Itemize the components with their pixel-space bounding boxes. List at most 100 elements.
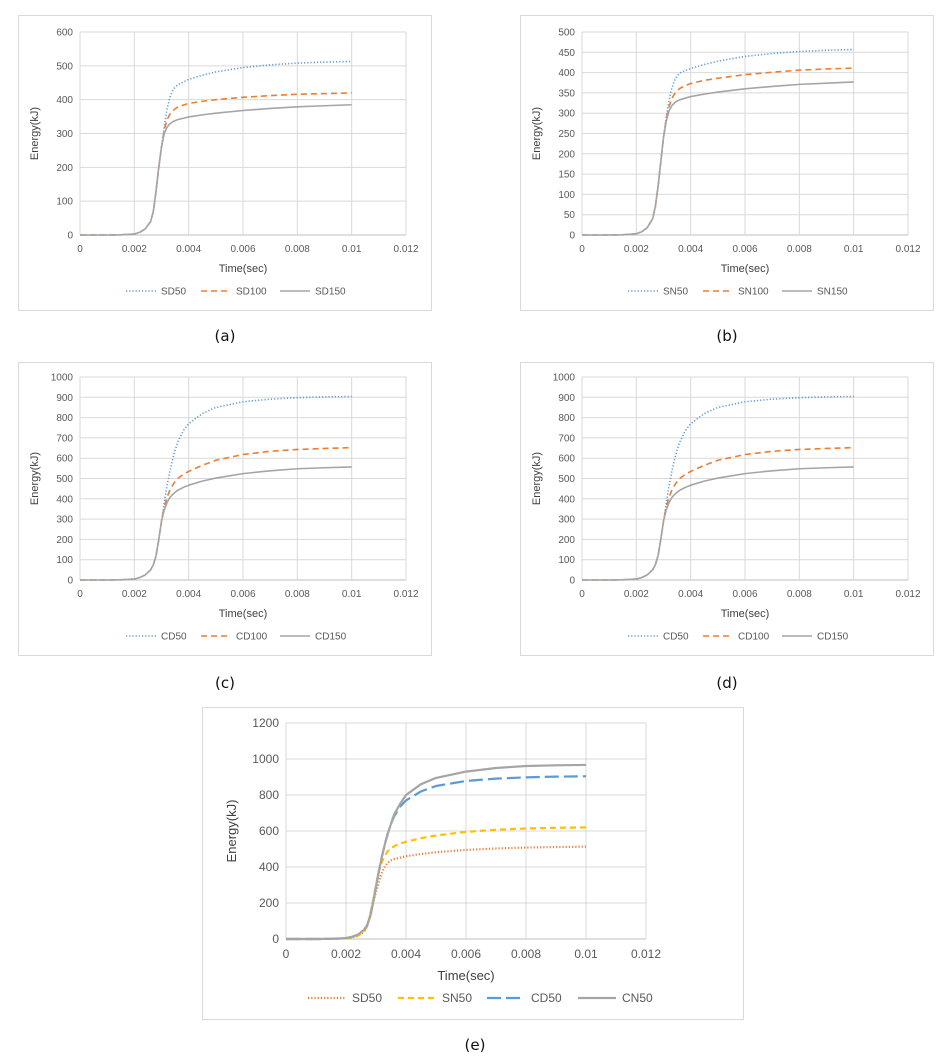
caption-d: (d) [716,674,738,692]
y-tick-label: 50 [564,210,576,221]
y-tick-label: 0 [569,231,575,242]
x-axis-title: Time(sec) [721,263,769,275]
chart-panel-a: 0 100 200 300 400 500 600 0 0.002 0.004 0.006 0.008… [18,15,432,311]
x-tick-label: 0 [77,589,83,600]
y-tick-label: 200 [56,163,73,174]
chart-frame [18,362,432,656]
y-tick-label: 200 [56,535,73,546]
legend-label: SN100 [738,287,769,298]
x-tick-label: 0.008 [285,589,310,600]
y-tick-label: 500 [558,474,575,485]
x-tick-label: 0.012 [631,947,661,961]
legend-label: SD100 [236,287,267,298]
y-tick-label: 0 [569,576,575,587]
y-tick-label: 200 [558,535,575,546]
y-tick-label: 500 [558,28,575,39]
y-tick-label: 900 [558,393,575,404]
y-tick-label: 400 [558,68,575,79]
y-tick-label: 800 [259,788,279,802]
x-tick-label: 0.008 [787,244,812,255]
y-tick-label: 600 [259,824,279,838]
x-tick-label: 0.012 [895,244,920,255]
series-line-sn50 [286,826,587,941]
x-tick-label: 0.002 [624,589,649,600]
x-axis-title: Time(sec) [437,968,494,983]
legend-label: CD100 [738,632,770,643]
x-tick-label: 0 [579,589,585,600]
x-tick-label: 0.012 [393,244,418,255]
chart-panel-b: 0 50 100 150 200 250 300 350 400 450 500 0 0.002 0.00… [520,15,934,311]
chart-frame [520,362,934,656]
y-tick-label: 300 [558,109,575,120]
y-tick-label: 600 [56,28,73,39]
y-axis-title: Energy(kJ) [29,452,41,505]
chart-frame [18,15,432,311]
legend-label: SN50 [442,991,472,1005]
y-tick-label: 400 [558,494,575,505]
y-tick-label: 0 [67,576,73,587]
x-tick-label: 0.01 [342,589,362,600]
x-tick-label: 0.008 [285,244,310,255]
y-tick-label: 100 [56,197,73,208]
legend-label: CD150 [817,632,849,643]
y-tick-label: 200 [259,896,279,910]
x-tick-label: 0 [579,244,585,255]
x-axis-title: Time(sec) [219,263,267,275]
y-tick-label: 100 [558,190,575,201]
x-tick-label: 0.01 [844,244,864,255]
legend-label: CD50 [161,632,187,643]
chart-panel-d: 0 100 200 300 400 500 600 700 800 900 1000 0 0.002 0.… [520,362,934,656]
y-tick-label: 400 [56,494,73,505]
y-tick-label: 100 [558,555,575,566]
x-tick-label: 0.01 [844,589,864,600]
series-line-cn50 [286,763,587,941]
x-axis-title: Time(sec) [219,608,267,620]
x-tick-label: 0.012 [895,589,920,600]
y-tick-label: 1200 [252,716,279,730]
x-tick-label: 0.004 [176,244,201,255]
x-tick-label: 0.002 [331,947,361,961]
y-tick-label: 300 [56,129,73,140]
chart-svg: 0 200 400 600 800 1000 1200 0 0.002 0.004 0.006 0.0… [202,707,744,1020]
y-tick-label: 600 [558,454,575,465]
y-tick-label: 200 [558,149,575,160]
x-tick-label: 0.006 [732,589,757,600]
legend-label: CD100 [236,632,268,643]
legend-label: CD50 [531,991,562,1005]
y-tick-label: 150 [558,170,575,181]
caption-a: (a) [214,327,236,345]
legend-label: SN50 [663,287,688,298]
chart-svg: 0 100 200 300 400 500 600 700 800 900 1000 0 0.002 0.… [520,362,934,656]
x-tick-label: 0 [77,244,83,255]
y-tick-label: 450 [558,48,575,59]
y-tick-label: 0 [67,231,73,242]
legend-label: SN150 [817,287,848,298]
y-tick-label: 500 [56,474,73,485]
legend-label: CN50 [622,991,653,1005]
chart-frame [520,15,934,311]
x-tick-label: 0.01 [574,947,598,961]
series-line-sd150 [80,103,352,236]
y-tick-label: 0 [272,932,279,946]
y-tick-label: 350 [558,88,575,99]
x-tick-label: 0 [283,947,290,961]
chart-svg: 0 100 200 300 400 500 600 0 0.002 0.004 0.006 0.008… [18,15,432,311]
y-tick-label: 700 [56,433,73,444]
y-tick-label: 600 [56,454,73,465]
x-tick-label: 0.006 [732,244,757,255]
legend-label: SD50 [161,287,186,298]
x-tick-label: 0.008 [787,589,812,600]
chart-svg: 0 100 200 300 400 500 600 700 800 900 1000 0 0.002 0.… [18,362,432,656]
x-tick-label: 0.004 [391,947,421,961]
legend-label: CD150 [315,632,347,643]
caption-c: (c) [215,674,235,692]
legend-label: SD50 [352,991,382,1005]
caption-b: (b) [716,327,738,345]
series-line-cd150 [80,466,352,581]
y-axis-title: Energy(kJ) [224,800,239,863]
x-axis-title: Time(sec) [721,608,769,620]
legend-label: CD50 [663,632,689,643]
y-tick-label: 900 [56,393,73,404]
y-axis-title: Energy(kJ) [29,107,41,160]
y-tick-label: 400 [56,95,73,106]
